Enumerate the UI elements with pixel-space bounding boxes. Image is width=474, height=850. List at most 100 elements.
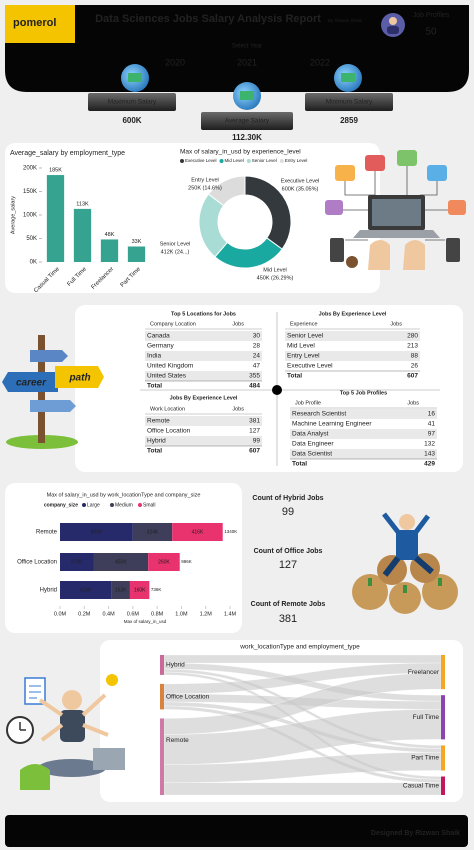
node-label: Part Time xyxy=(411,755,439,762)
year-option[interactable]: 2022 xyxy=(310,57,330,67)
table-cell: Hybrid xyxy=(147,438,166,445)
table-cell: 127 xyxy=(249,428,260,435)
legend-marker xyxy=(138,503,142,507)
bar-segment xyxy=(60,553,94,571)
kpi-value: 2859 xyxy=(340,116,358,125)
icon-head xyxy=(389,17,397,25)
slice-label: Entry Level xyxy=(191,177,219,183)
sign-text: career xyxy=(16,378,47,389)
kpi-value: 600K xyxy=(122,116,141,125)
x-tick-label: 1.0M xyxy=(175,611,188,617)
legend-label: Executive Level xyxy=(185,158,217,163)
footer-band xyxy=(5,815,468,847)
slice-label: Mid Level xyxy=(263,267,287,273)
row-band xyxy=(290,409,437,419)
author: By Rizwan Shaik xyxy=(328,18,363,23)
data-label: 260K xyxy=(158,559,170,565)
divider-dot xyxy=(272,385,282,395)
table-cell: 381 xyxy=(249,418,260,425)
table-cell: 88 xyxy=(411,353,419,360)
footer-credit: Designed By Rizwan Shaik xyxy=(371,830,460,837)
slice-label: Executive Level xyxy=(281,178,320,184)
kpi-icon-money xyxy=(341,73,355,82)
node-label: Remote xyxy=(166,737,189,744)
table-total-value: 607 xyxy=(407,373,418,380)
data-label: 276K xyxy=(71,559,83,565)
table-cell: 16 xyxy=(428,411,436,418)
count-label: Count of Hybrid Jobs xyxy=(252,495,323,502)
table-total-value: 429 xyxy=(424,461,435,468)
table-cell: United Kingdom xyxy=(147,363,193,370)
data-label: 153K xyxy=(115,587,127,593)
count-value: 127 xyxy=(279,559,297,571)
table-title: Top 5 Locations for Jobs xyxy=(171,311,236,317)
network-illustration xyxy=(325,150,466,270)
kpi-label: Maximum Salary xyxy=(108,99,157,106)
data-label: 250K (14.6%) xyxy=(188,185,222,191)
table-cell: Entry Level xyxy=(287,353,320,360)
table-title: Jobs By Experience Level xyxy=(170,395,238,401)
legend-marker xyxy=(110,503,114,507)
row-band xyxy=(285,331,420,341)
legend-marker xyxy=(279,159,284,163)
total-label: 736K xyxy=(151,587,162,592)
data-label: 412K (24...) xyxy=(161,249,190,255)
data-label: 48K xyxy=(105,232,115,238)
table-cell: Remote xyxy=(147,418,170,425)
sankey-node xyxy=(441,776,445,795)
count-value: 99 xyxy=(282,506,294,518)
y-tick-label: Office Location xyxy=(17,560,57,566)
x-tick-label: 0.4M xyxy=(102,611,115,617)
career-illustration xyxy=(2,335,104,449)
row-band xyxy=(290,429,437,439)
row-band xyxy=(145,351,262,361)
table-total-label: Total xyxy=(287,373,302,380)
table-total-label: Total xyxy=(147,448,162,455)
kpi-label: Minimum Salary xyxy=(326,99,373,106)
row-band xyxy=(290,449,437,459)
legend-marker xyxy=(180,159,184,163)
data-label: 185K xyxy=(49,168,62,174)
node-label: Freelancer xyxy=(408,669,440,676)
kpi-decor xyxy=(88,64,393,130)
table-cell: Senior Level xyxy=(287,333,324,340)
panel xyxy=(5,143,380,293)
column-header: Jobs xyxy=(407,400,419,406)
sankey-node xyxy=(160,718,164,795)
brand: pomerol xyxy=(13,17,56,29)
bar-segment xyxy=(60,523,133,541)
table-cell: Mid Level xyxy=(287,343,315,350)
table-cell: Office Location xyxy=(147,428,191,435)
table-cell: 24 xyxy=(253,353,261,360)
legend-label: Entry Level xyxy=(285,158,308,163)
bar-segment xyxy=(148,553,180,571)
table-cell: Data Scientist xyxy=(292,451,332,458)
table-cell: 41 xyxy=(428,421,436,428)
table-cell: United States xyxy=(147,373,187,380)
bar-segment xyxy=(129,581,150,599)
table-cell: India xyxy=(147,353,161,360)
legend-label: Senior Level xyxy=(252,158,277,163)
y-axis-label: Average_salary xyxy=(10,196,16,234)
data-label: 450K (26.29%) xyxy=(257,275,294,281)
slice-label: Senior Level xyxy=(160,241,191,247)
table-cell: Research Scientist xyxy=(292,411,346,418)
year-option[interactable]: 2021 xyxy=(237,57,257,67)
table-cell: Machine Learning Engineer xyxy=(292,421,372,428)
table-total-value: 607 xyxy=(249,448,260,455)
chart-title: Max of salary_in_usd by experience_level xyxy=(180,149,301,156)
data-label: 160K xyxy=(134,587,146,593)
table-cell: 28 xyxy=(253,343,261,350)
column-header: Job Profile xyxy=(295,400,321,406)
data-label: 423K xyxy=(80,587,92,593)
row-band xyxy=(285,351,420,361)
column-header: Company Location xyxy=(150,321,196,327)
table-cell: 143 xyxy=(424,451,435,458)
year-option[interactable]: 2020 xyxy=(165,57,185,67)
table-cell: Executive Level xyxy=(287,363,333,370)
table-cell: Germany xyxy=(147,343,174,350)
column-header: Jobs xyxy=(232,406,244,412)
legend-marker xyxy=(246,159,251,163)
kpi-card xyxy=(305,93,393,111)
